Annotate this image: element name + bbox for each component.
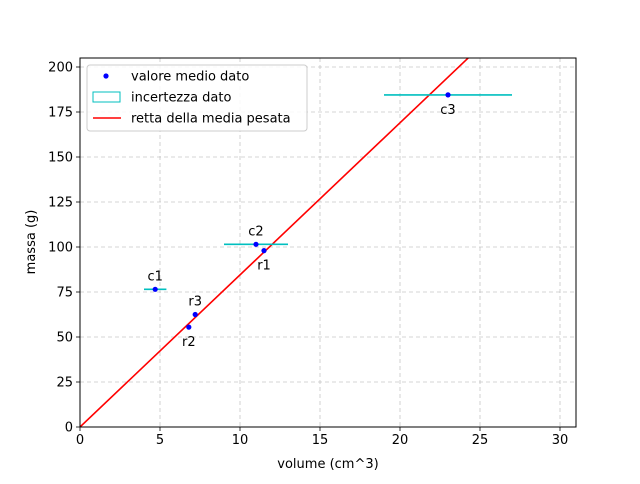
y-tick-label: 25	[56, 376, 73, 391]
point-label-c3: c3	[440, 103, 455, 118]
x-tick-label: 20	[392, 433, 409, 448]
y-tick-label: 150	[48, 151, 73, 166]
y-tick-label: 75	[56, 286, 73, 301]
point-label-r2: r2	[182, 335, 196, 350]
x-tick-label: 0	[76, 433, 84, 448]
x-tick-label: 10	[232, 433, 249, 448]
x-tick-label: 30	[552, 433, 569, 448]
plot-frame	[79, 57, 577, 428]
y-tick-label: 50	[56, 331, 73, 346]
point-labels: c1 c2 c3 r1 r2 r3	[147, 103, 455, 350]
y-tick-label: 200	[48, 61, 73, 76]
data-point-r2	[186, 324, 192, 330]
legend-frame	[86, 64, 308, 132]
x-tick-label: 25	[472, 433, 489, 448]
point-label-c1: c1	[147, 269, 162, 284]
y-axis-label: massa (g)	[24, 210, 39, 275]
x-axis-label: volume (cm^3)	[277, 457, 378, 472]
point-label-r1: r1	[257, 259, 271, 274]
data-point-c3	[445, 92, 451, 98]
y-tick-label: 100	[48, 241, 73, 256]
point-label-r3: r3	[188, 295, 202, 310]
data-point-r1	[261, 248, 267, 254]
y-tick-label: 175	[48, 106, 73, 121]
y-tick-label: 125	[48, 196, 73, 211]
legend-label: valore medio dato	[131, 70, 249, 85]
data-point-c2	[253, 241, 259, 247]
legend-label: retta della media pesata	[131, 112, 291, 127]
legend-label: incertezza dato	[131, 91, 231, 106]
fit-line	[80, 58, 470, 427]
legend-marker-point	[103, 73, 109, 79]
series-layer	[80, 58, 512, 427]
legend-marker-patch	[92, 91, 121, 103]
data-point-c1	[152, 286, 158, 292]
x-tick-label: 15	[312, 433, 329, 448]
data-point-r3	[192, 311, 198, 318]
point-label-c2: c2	[248, 224, 263, 239]
y-axis: 0 25 50 75 100 125 150 175 200	[48, 61, 80, 436]
legend: valore medio dato incertezza dato retta de…	[86, 64, 308, 132]
y-tick-label: 0	[65, 421, 73, 436]
x-axis: 0 5 10 15 20 25 30	[76, 427, 568, 448]
x-tick-label: 5	[156, 433, 164, 448]
